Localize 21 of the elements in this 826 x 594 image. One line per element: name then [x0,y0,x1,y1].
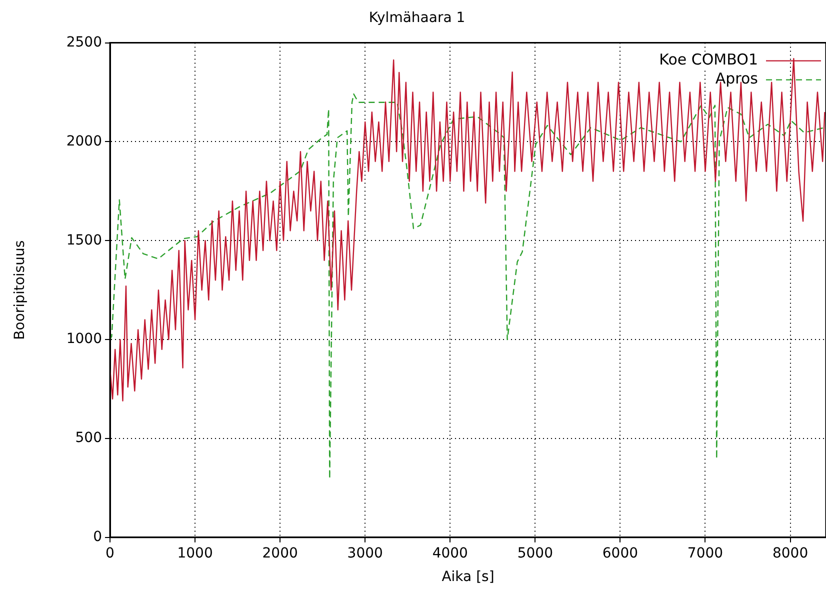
x-tick-label: 3000 [347,545,383,562]
x-tick-label: 2000 [262,545,298,562]
y-axis-title: Booripitoisuus [12,240,28,340]
x-tick-label: 1000 [177,545,213,562]
y-tick-label: 0 [93,529,102,546]
line-series [110,93,825,480]
y-tick-label: 500 [75,430,102,446]
legend-label: Koe COMBO1 [659,50,758,69]
y-tick-label: 2500 [66,34,102,50]
y-tick-label: 2000 [66,133,102,150]
y-tick-label: 1500 [66,232,102,248]
x-tick-label: 6000 [602,545,638,562]
chart-title: Kylmähaara 1 [368,10,466,26]
x-tick-label: 4000 [432,545,468,562]
x-tick-label: 7000 [687,545,724,562]
x-axis-title: Aika [s] [442,569,494,586]
y-tick-label: 1000 [66,331,102,348]
x-tick-label: 8000 [772,545,808,562]
x-tick-label: 5000 [517,545,553,562]
x-tick-label: 0 [106,545,114,562]
legend-label: Apros [715,70,758,88]
